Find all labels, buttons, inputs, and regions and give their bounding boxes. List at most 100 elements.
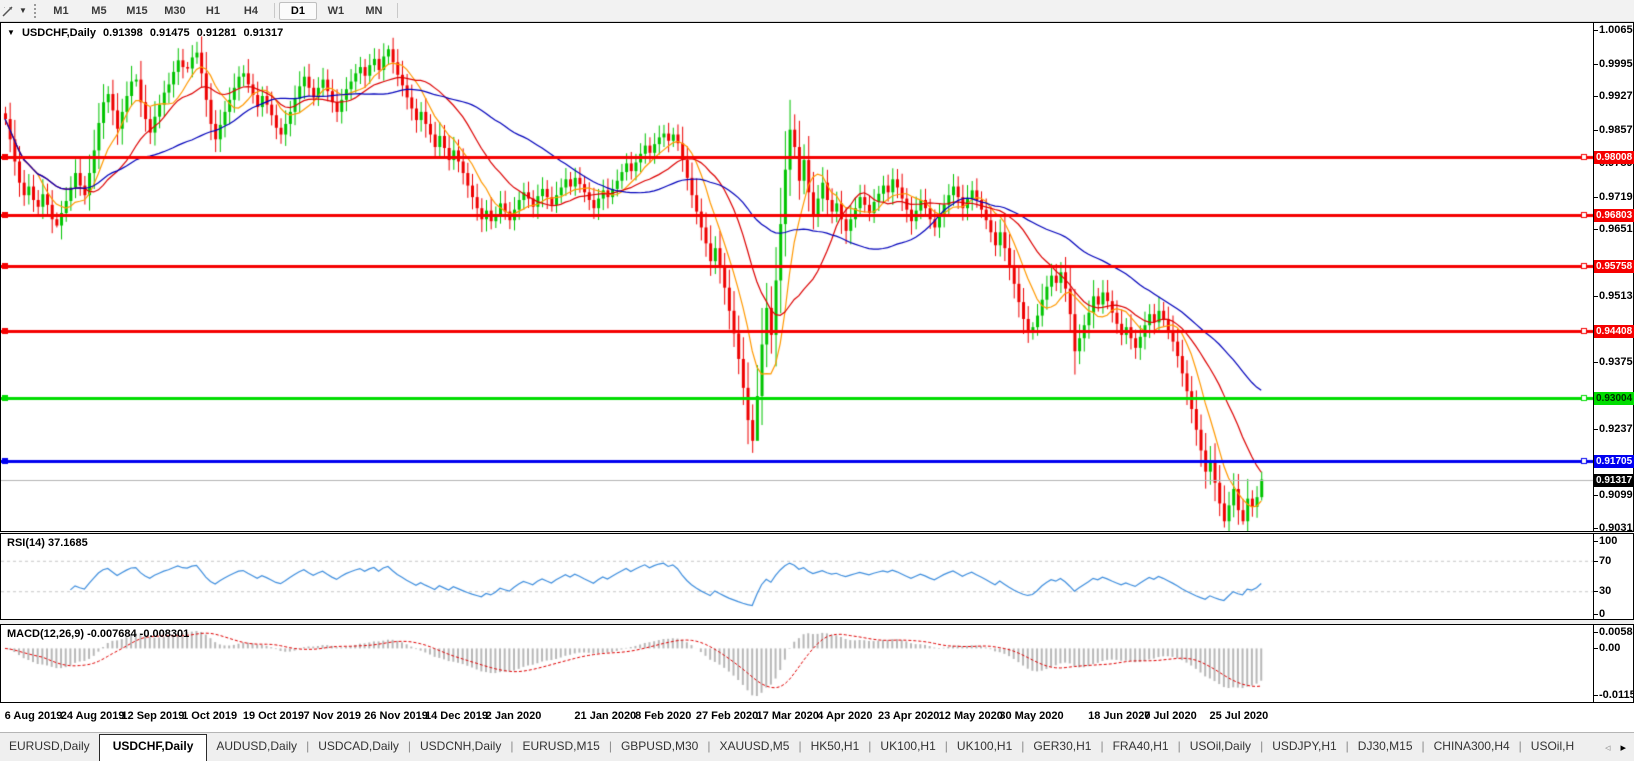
candlestick-chart-canvas[interactable] — [1, 23, 1593, 531]
chart-dropdown-icon[interactable]: ▼ — [7, 28, 15, 37]
tab-separator: | — [1518, 739, 1522, 753]
tab-ger30-h1[interactable]: GER30,H1 — [1033, 739, 1092, 753]
chart-title[interactable]: ▼ USDCHF,Daily 0.91398 0.91475 0.91281 0… — [7, 27, 287, 39]
resistance-line-price-label[interactable]: 0.94408 — [1594, 325, 1634, 338]
date-axis-label: 23 Apr 2020 — [877, 710, 940, 722]
date-axis-label: 12 May 2020 — [938, 710, 1003, 722]
date-axis-label: 27 Feb 2020 — [695, 710, 759, 722]
tab-separator: | — [608, 739, 612, 753]
tab-hk50-h1[interactable]: HK50,H1 — [810, 739, 860, 753]
tab-eurusd-m15[interactable]: EURUSD,M15 — [522, 739, 600, 753]
tab-usoil-h1[interactable]: USOil,H — [1530, 739, 1575, 753]
tab-separator: | — [510, 739, 514, 753]
timeframe-toolbar: ▼ M1 M5 M15 M30 H1 H4 D1 W1 MN — [0, 0, 1634, 22]
tab-xauusd-m5[interactable]: XAUUSD,M5 — [719, 739, 790, 753]
chart-low-value: 0.91281 — [196, 27, 237, 39]
timeframe-button-d1[interactable]: D1 — [278, 1, 317, 20]
macd-axis-border — [1593, 625, 1594, 702]
rsi-chart-canvas[interactable] — [1, 534, 1593, 619]
timeframe-button-m1[interactable]: M1 — [53, 4, 69, 17]
macd-axis-tick-max: 0.005818 — [1593, 626, 1634, 638]
resistance-line-price-label[interactable]: 0.96803 — [1594, 209, 1634, 222]
tab-fra40-h1[interactable]: FRA40,H1 — [1112, 739, 1169, 753]
rsi-axis-tick: 70 — [1592, 554, 1612, 567]
timeframe-button-m5[interactable]: M5 — [91, 4, 107, 17]
tab-scroll-left-icon[interactable]: ◃ — [1604, 741, 1611, 754]
date-axis-label: 6 Aug 2019 — [4, 710, 63, 722]
main-chart-panel: ▼ USDCHF,Daily 0.91398 0.91475 0.91281 0… — [0, 22, 1634, 534]
tab-separator: | — [1177, 739, 1181, 753]
chart-open-value: 0.91398 — [103, 27, 143, 39]
tab-usdcad-daily[interactable]: USDCAD,Daily — [318, 739, 399, 753]
tab-separator: | — [798, 739, 802, 753]
chart-tab-bar: EURUSD,Daily USDCHF,Daily AUDUSD,Daily |… — [0, 732, 1634, 761]
tab-uk100-h1-2[interactable]: UK100,H1 — [956, 739, 1013, 753]
date-axis-label: 7 Jul 2020 — [1144, 710, 1197, 722]
tab-usoil-daily[interactable]: USOil,Daily — [1189, 739, 1252, 753]
date-axis[interactable]: 6 Aug 2019 24 Aug 2019 12 Sep 2019 1 Oct… — [0, 703, 1634, 732]
date-axis-label: 19 Oct 2019 — [242, 710, 304, 722]
tab-gbpusd-m30[interactable]: GBPUSD,M30 — [620, 739, 699, 753]
toolbar-grip-handle[interactable] — [33, 3, 36, 18]
date-axis-label: 14 Dec 2019 — [424, 710, 488, 722]
date-axis-label: 30 May 2020 — [999, 710, 1064, 722]
support-line-price-label[interactable]: 0.93004 — [1594, 392, 1634, 405]
macd-chart-canvas[interactable] — [1, 625, 1593, 702]
tab-separator: | — [944, 739, 948, 753]
tab-separator: | — [1345, 739, 1349, 753]
timeframe-button-mn[interactable]: MN — [365, 4, 383, 17]
chart-symbol-label: USDCHF,Daily — [21, 27, 96, 39]
timeframe-button-h4[interactable]: H4 — [243, 4, 258, 17]
tab-audusd-daily[interactable]: AUDUSD,Daily — [216, 739, 298, 753]
tab-usdjpy-h1[interactable]: USDJPY,H1 — [1272, 739, 1337, 753]
tab-usdcnh-daily[interactable]: USDCNH,Daily — [420, 739, 502, 753]
rsi-axis-border — [1593, 534, 1594, 619]
date-axis-label: 12 Sep 2019 — [121, 710, 185, 722]
tab-separator: | — [1421, 739, 1425, 753]
rsi-axis-tick: 0 — [1592, 608, 1606, 620]
tab-uk100-h1[interactable]: UK100,H1 — [880, 739, 936, 753]
rsi-indicator-label: RSI(14) 37.1685 — [7, 537, 88, 549]
tab-separator: | — [707, 739, 711, 753]
toolbar-separator — [273, 3, 275, 18]
date-axis-label: 4 Apr 2020 — [817, 710, 873, 722]
chevron-down-icon[interactable]: ▼ — [19, 6, 27, 15]
date-axis-label: 7 Nov 2019 — [303, 710, 362, 722]
tab-eurusd-daily[interactable]: EURUSD,Daily — [9, 739, 90, 753]
date-axis-label: 18 Jun 2020 — [1088, 710, 1151, 722]
tab-scroll-arrows: ◃ ▸ — [1597, 733, 1634, 761]
tab-usdchf-daily[interactable]: USDCHF,Daily — [98, 734, 208, 761]
date-axis-label: 1 Oct 2019 — [182, 710, 238, 722]
date-axis-label: 26 Nov 2019 — [364, 710, 428, 722]
tab-china300-h4[interactable]: CHINA300,H4 — [1433, 739, 1510, 753]
timeframe-button-m30[interactable]: M30 — [164, 4, 186, 17]
tab-separator: | — [868, 739, 872, 753]
tab-dj30-m15[interactable]: DJ30,M15 — [1357, 739, 1413, 753]
rsi-axis-tick: 100 — [1592, 535, 1618, 547]
timeframe-button-h1[interactable]: H1 — [205, 4, 220, 17]
rsi-axis-tick: 30 — [1592, 585, 1612, 598]
macd-indicator-panel: MACD(12,26,9) -0.007684 -0.008301 0.0058… — [0, 624, 1634, 703]
tab-scroll-right-icon[interactable]: ▸ — [1620, 741, 1626, 754]
resistance-line-price-label[interactable]: 0.95758 — [1594, 260, 1634, 273]
date-axis-label: 17 Mar 2020 — [756, 710, 819, 722]
support-line-price-label[interactable]: 0.91705 — [1594, 455, 1634, 468]
chart-close-value: 0.91317 — [243, 27, 284, 39]
cursor-tool-icon[interactable] — [0, 4, 17, 18]
timeframe-button-m15[interactable]: M15 — [126, 4, 148, 17]
chart-high-value: 0.91475 — [149, 27, 190, 39]
date-axis-label: 24 Aug 2019 — [60, 710, 125, 722]
tab-separator: | — [306, 739, 310, 753]
resistance-line-price-label[interactable]: 0.98008 — [1594, 151, 1634, 164]
timeframe-button-w1[interactable]: W1 — [327, 4, 345, 17]
